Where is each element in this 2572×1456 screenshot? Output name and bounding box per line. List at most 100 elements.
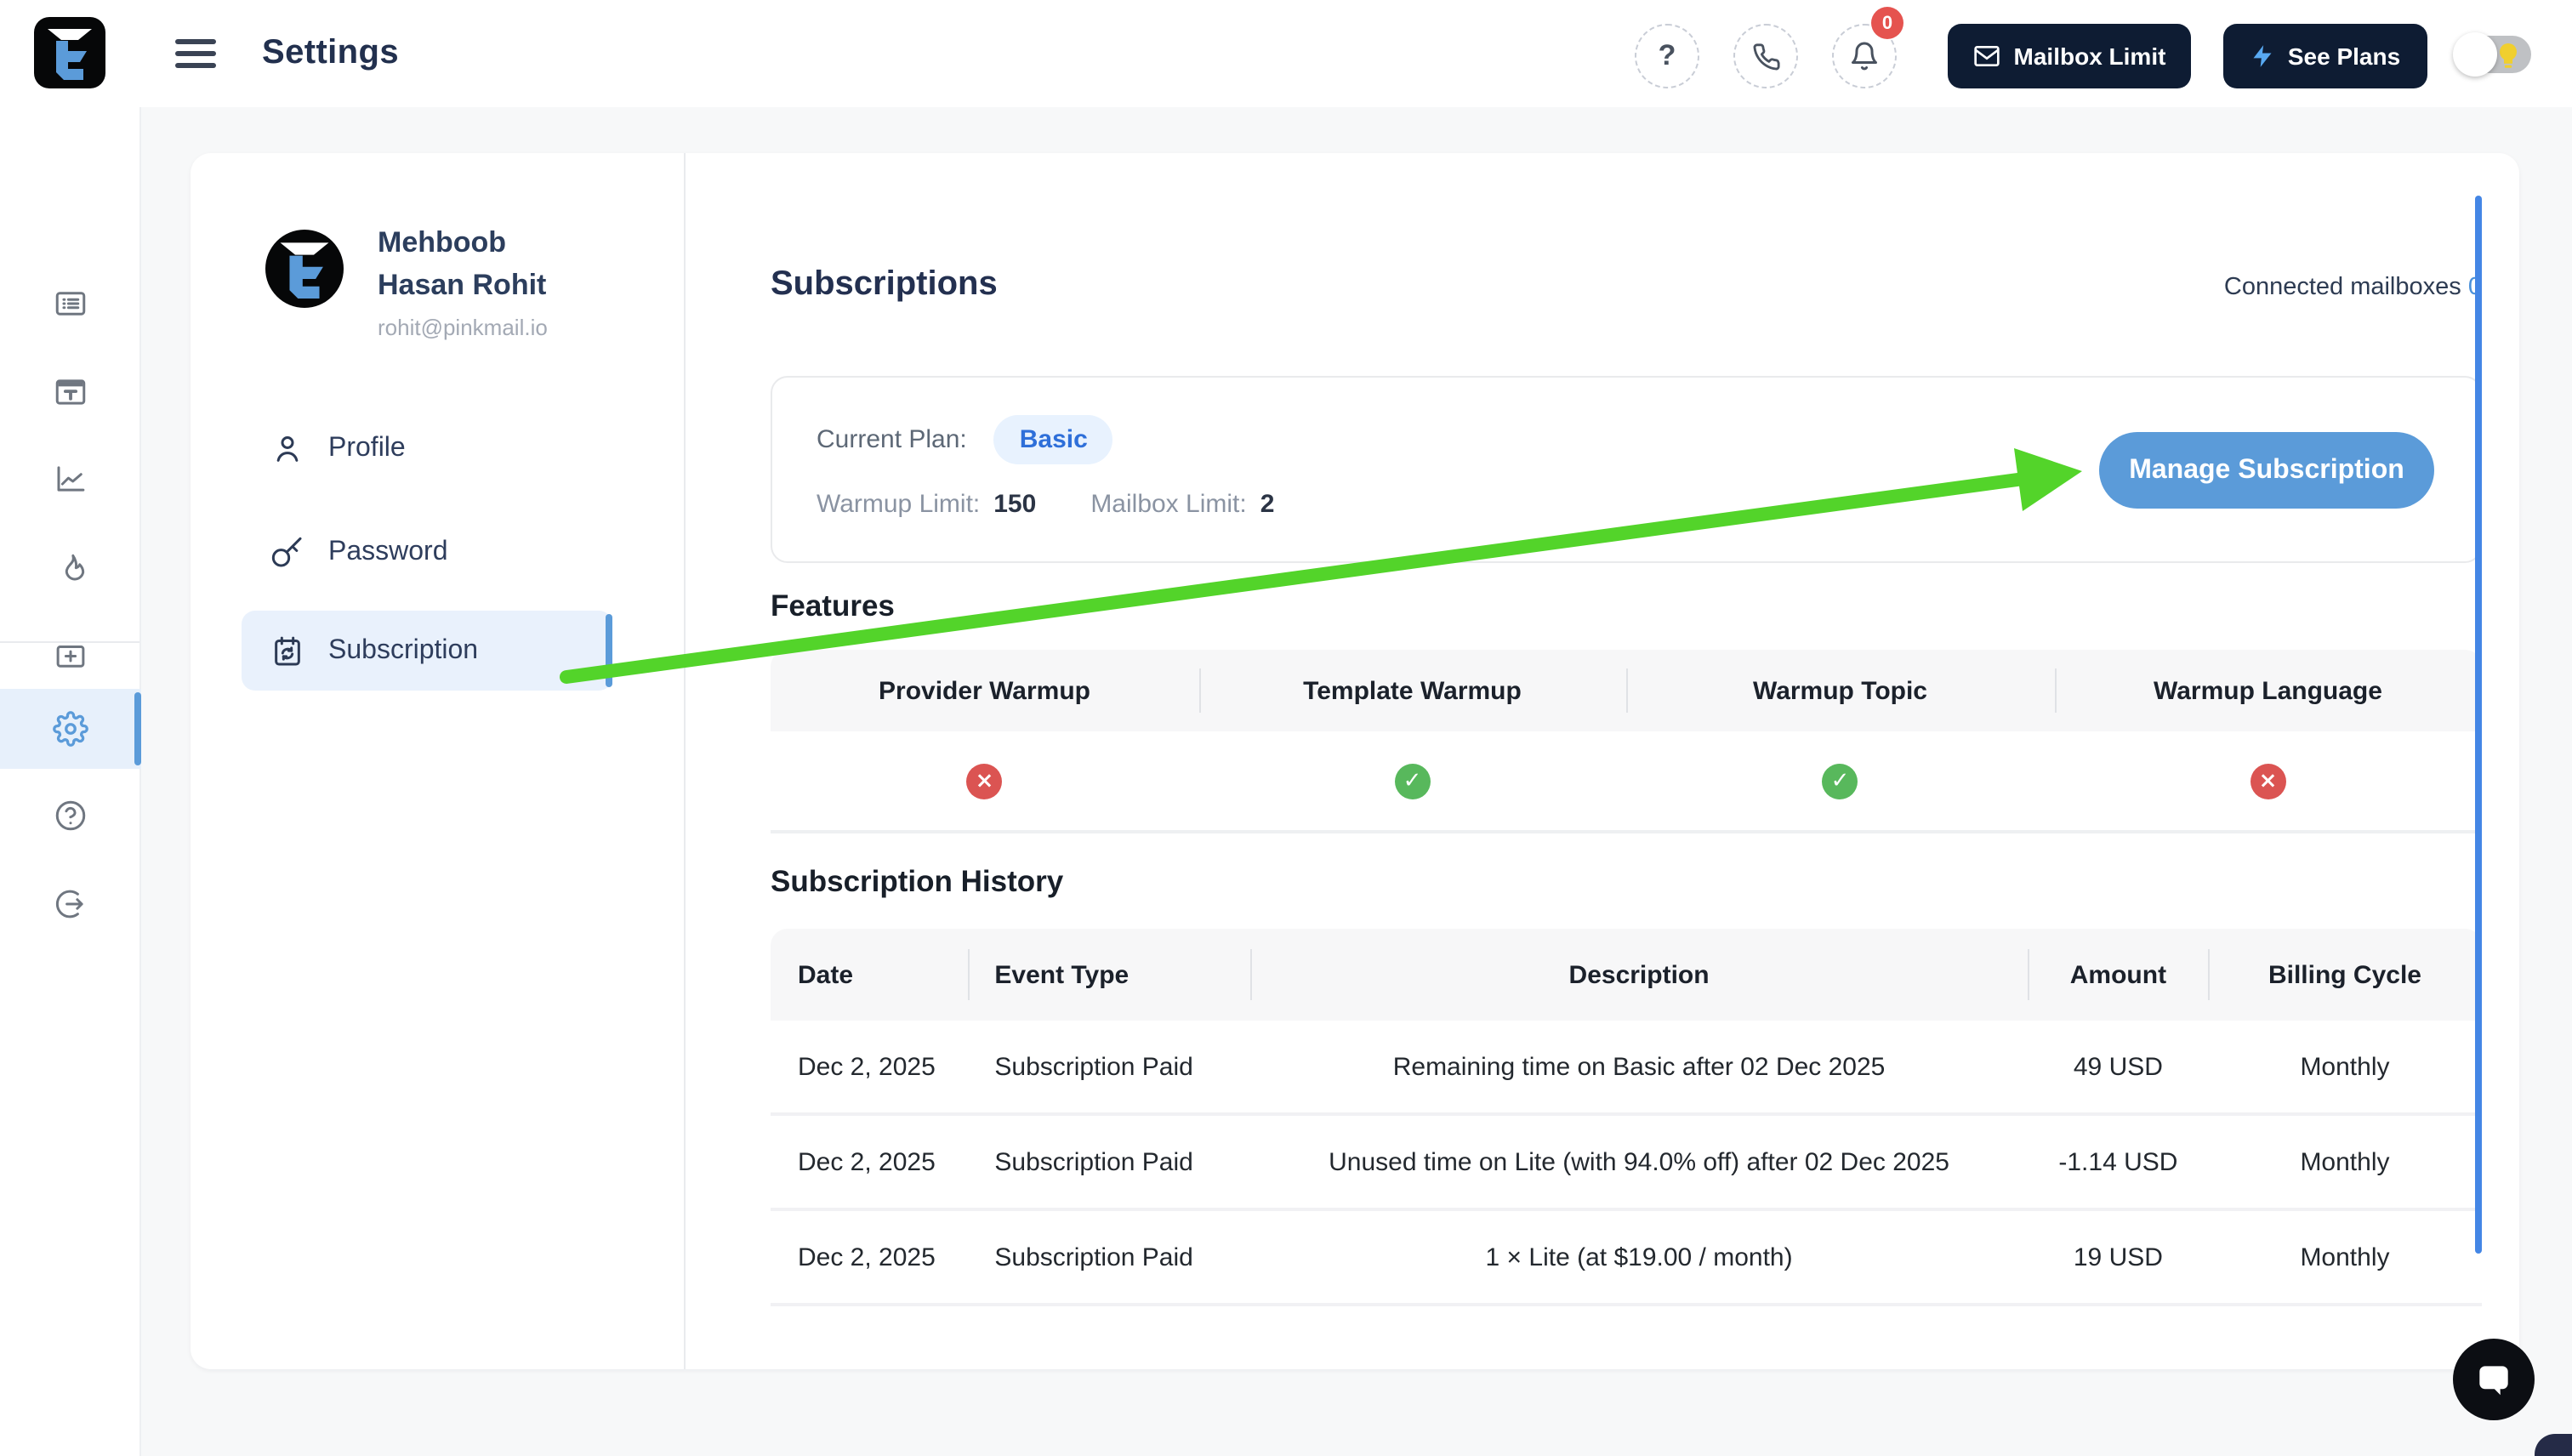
help-circle-icon[interactable] (53, 798, 88, 833)
menu-toggle-icon[interactable] (175, 39, 216, 68)
subscriptions-heading: Subscriptions (771, 265, 998, 303)
cross-icon: × (966, 763, 1003, 799)
history-col-description: Description (1249, 929, 2028, 1021)
cell-description: Remaining time on Basic after 02 Dec 202… (1392, 1052, 1886, 1081)
key-icon (271, 536, 302, 566)
features-col-header: Warmup Topic (1626, 650, 2054, 731)
cell-amount: 49 USD (2073, 1052, 2163, 1081)
bell-icon (1852, 42, 1877, 71)
sidebar-divider (0, 641, 139, 643)
avatar (265, 230, 344, 308)
subscription-history-table: Date Event Type Description Amount Billi… (771, 929, 2482, 1306)
features-table-row: × ✓ ✓ × (771, 731, 2482, 833)
history-table-header: Date Event Type Description Amount Billi… (771, 929, 2482, 1021)
features-heading: Features (771, 589, 895, 623)
cell-billing: Monthly (2300, 1052, 2390, 1081)
cell-event: Subscription Paid (994, 1243, 1193, 1271)
logo-icon (48, 29, 92, 80)
mailbox-limit-label: Mailbox Limit: (1090, 490, 1247, 519)
features-col-header: Warmup Language (2054, 650, 2482, 731)
mailbox-limit-button-label: Mailbox Limit (2013, 43, 2166, 70)
envelope-icon (1973, 46, 2000, 66)
cell-amount: 19 USD (2073, 1243, 2163, 1271)
connected-mailboxes: Connected mailboxes 0 (2224, 274, 2482, 301)
subscription-history-heading: Subscription History (771, 864, 1064, 898)
plan-badge: Basic (993, 415, 1113, 464)
tab-profile[interactable]: Profile (242, 408, 612, 488)
active-tab-indicator (606, 614, 612, 687)
table-row: Dec 2, 2025 Subscription Paid Remaining … (771, 1021, 2482, 1116)
dashboard-list-icon[interactable] (53, 286, 88, 321)
cell-event: Subscription Paid (994, 1052, 1193, 1081)
page-title: Settings (262, 34, 399, 71)
current-plan-box: Current Plan: Basic Warmup Limit: 150 Ma… (771, 376, 2482, 563)
cell-date: Dec 2, 2025 (798, 1052, 936, 1081)
warmup-flame-icon[interactable] (53, 549, 88, 585)
notification-count-badge: 0 (1871, 7, 1903, 39)
see-plans-button-label: See Plans (2287, 43, 2401, 70)
chat-bubble-icon (2479, 1366, 2508, 1396)
subscription-renew-icon (275, 635, 300, 665)
template-icon[interactable] (53, 374, 88, 410)
tab-password[interactable]: Password (242, 512, 612, 592)
history-col-event: Event Type (967, 929, 1249, 1021)
history-col-amount: Amount (2028, 929, 2208, 1021)
gear-icon (53, 711, 88, 747)
main-area: Mehboob Hasan Rohit rohit@pinkmail.io Pr… (141, 107, 2572, 1456)
tab-subscription[interactable]: Subscription (242, 611, 612, 691)
cross-icon: × (2250, 763, 2286, 799)
cell-date: Dec 2, 2025 (798, 1243, 936, 1271)
current-plan-label: Current Plan: (817, 425, 967, 454)
help-button[interactable]: ? (1635, 24, 1699, 88)
cell-billing: Monthly (2300, 1147, 2390, 1176)
add-mailbox-icon[interactable] (53, 638, 88, 674)
theme-toggle[interactable] (2453, 32, 2531, 77)
analytics-chart-icon[interactable] (53, 461, 88, 497)
cell-billing: Monthly (2300, 1243, 2390, 1271)
toggle-knob (2453, 32, 2497, 77)
profile-panel: Mehboob Hasan Rohit rohit@pinkmail.io Pr… (191, 153, 686, 1369)
history-col-date: Date (798, 960, 854, 989)
chat-launcher-button[interactable] (2453, 1339, 2535, 1420)
connected-mailboxes-label: Connected mailboxes (2223, 274, 2461, 301)
features-table: Provider Warmup Template Warmup Warmup T… (771, 650, 2482, 833)
table-row: Dec 2, 2025 Subscription Paid 1 × Lite (… (771, 1211, 2482, 1306)
mailbox-limit-value: 2 (1260, 490, 1275, 519)
check-icon: ✓ (1394, 763, 1431, 799)
topbar: Settings ? 0 Mailbox Limit See Plans (0, 0, 2572, 107)
mailbox-limit-button[interactable]: Mailbox Limit (1948, 24, 2191, 88)
person-icon (276, 435, 299, 461)
tab-subscription-label: Subscription (328, 635, 479, 664)
warmup-limit-value: 150 (993, 490, 1037, 519)
features-col-header: Provider Warmup (879, 676, 1090, 705)
warmup-limit-label: Warmup Limit: (817, 490, 981, 519)
question-icon: ? (1658, 39, 1676, 71)
features-col-header: Template Warmup (1198, 650, 1626, 731)
sidebar-item-settings[interactable] (0, 689, 141, 769)
see-plans-button[interactable]: See Plans (2223, 24, 2427, 88)
phone-button[interactable] (1733, 24, 1798, 88)
cell-amount: -1.14 USD (2058, 1147, 2178, 1176)
tab-password-label: Password (328, 537, 448, 566)
user-email: rohit@pinkmail.io (378, 315, 548, 340)
logout-icon[interactable] (53, 886, 88, 922)
bulb-icon (2497, 42, 2519, 77)
cell-description: Unused time on Lite (with 94.0% off) aft… (1329, 1147, 1949, 1176)
sidebar (0, 107, 141, 1456)
features-table-header: Provider Warmup Template Warmup Warmup T… (771, 650, 2482, 731)
cell-date: Dec 2, 2025 (798, 1147, 936, 1176)
tab-profile-label: Profile (328, 433, 406, 462)
scrollbar[interactable] (2475, 196, 2482, 1254)
lightning-icon (2253, 45, 2272, 67)
check-icon: ✓ (1822, 763, 1858, 799)
phone-icon (1752, 43, 1779, 70)
user-name: Mehboob Hasan Rohit (378, 226, 547, 301)
table-row: Dec 2, 2025 Subscription Paid Unused tim… (771, 1116, 2482, 1211)
manage-subscription-button[interactable]: Manage Subscription (2099, 432, 2434, 509)
cell-description: 1 × Lite (at $19.00 / month) (1485, 1243, 1793, 1271)
settings-card: Mehboob Hasan Rohit rohit@pinkmail.io Pr… (191, 153, 2519, 1369)
app-logo[interactable] (34, 17, 105, 88)
history-col-billing: Billing Cycle (2208, 929, 2482, 1021)
active-indicator (134, 692, 141, 765)
